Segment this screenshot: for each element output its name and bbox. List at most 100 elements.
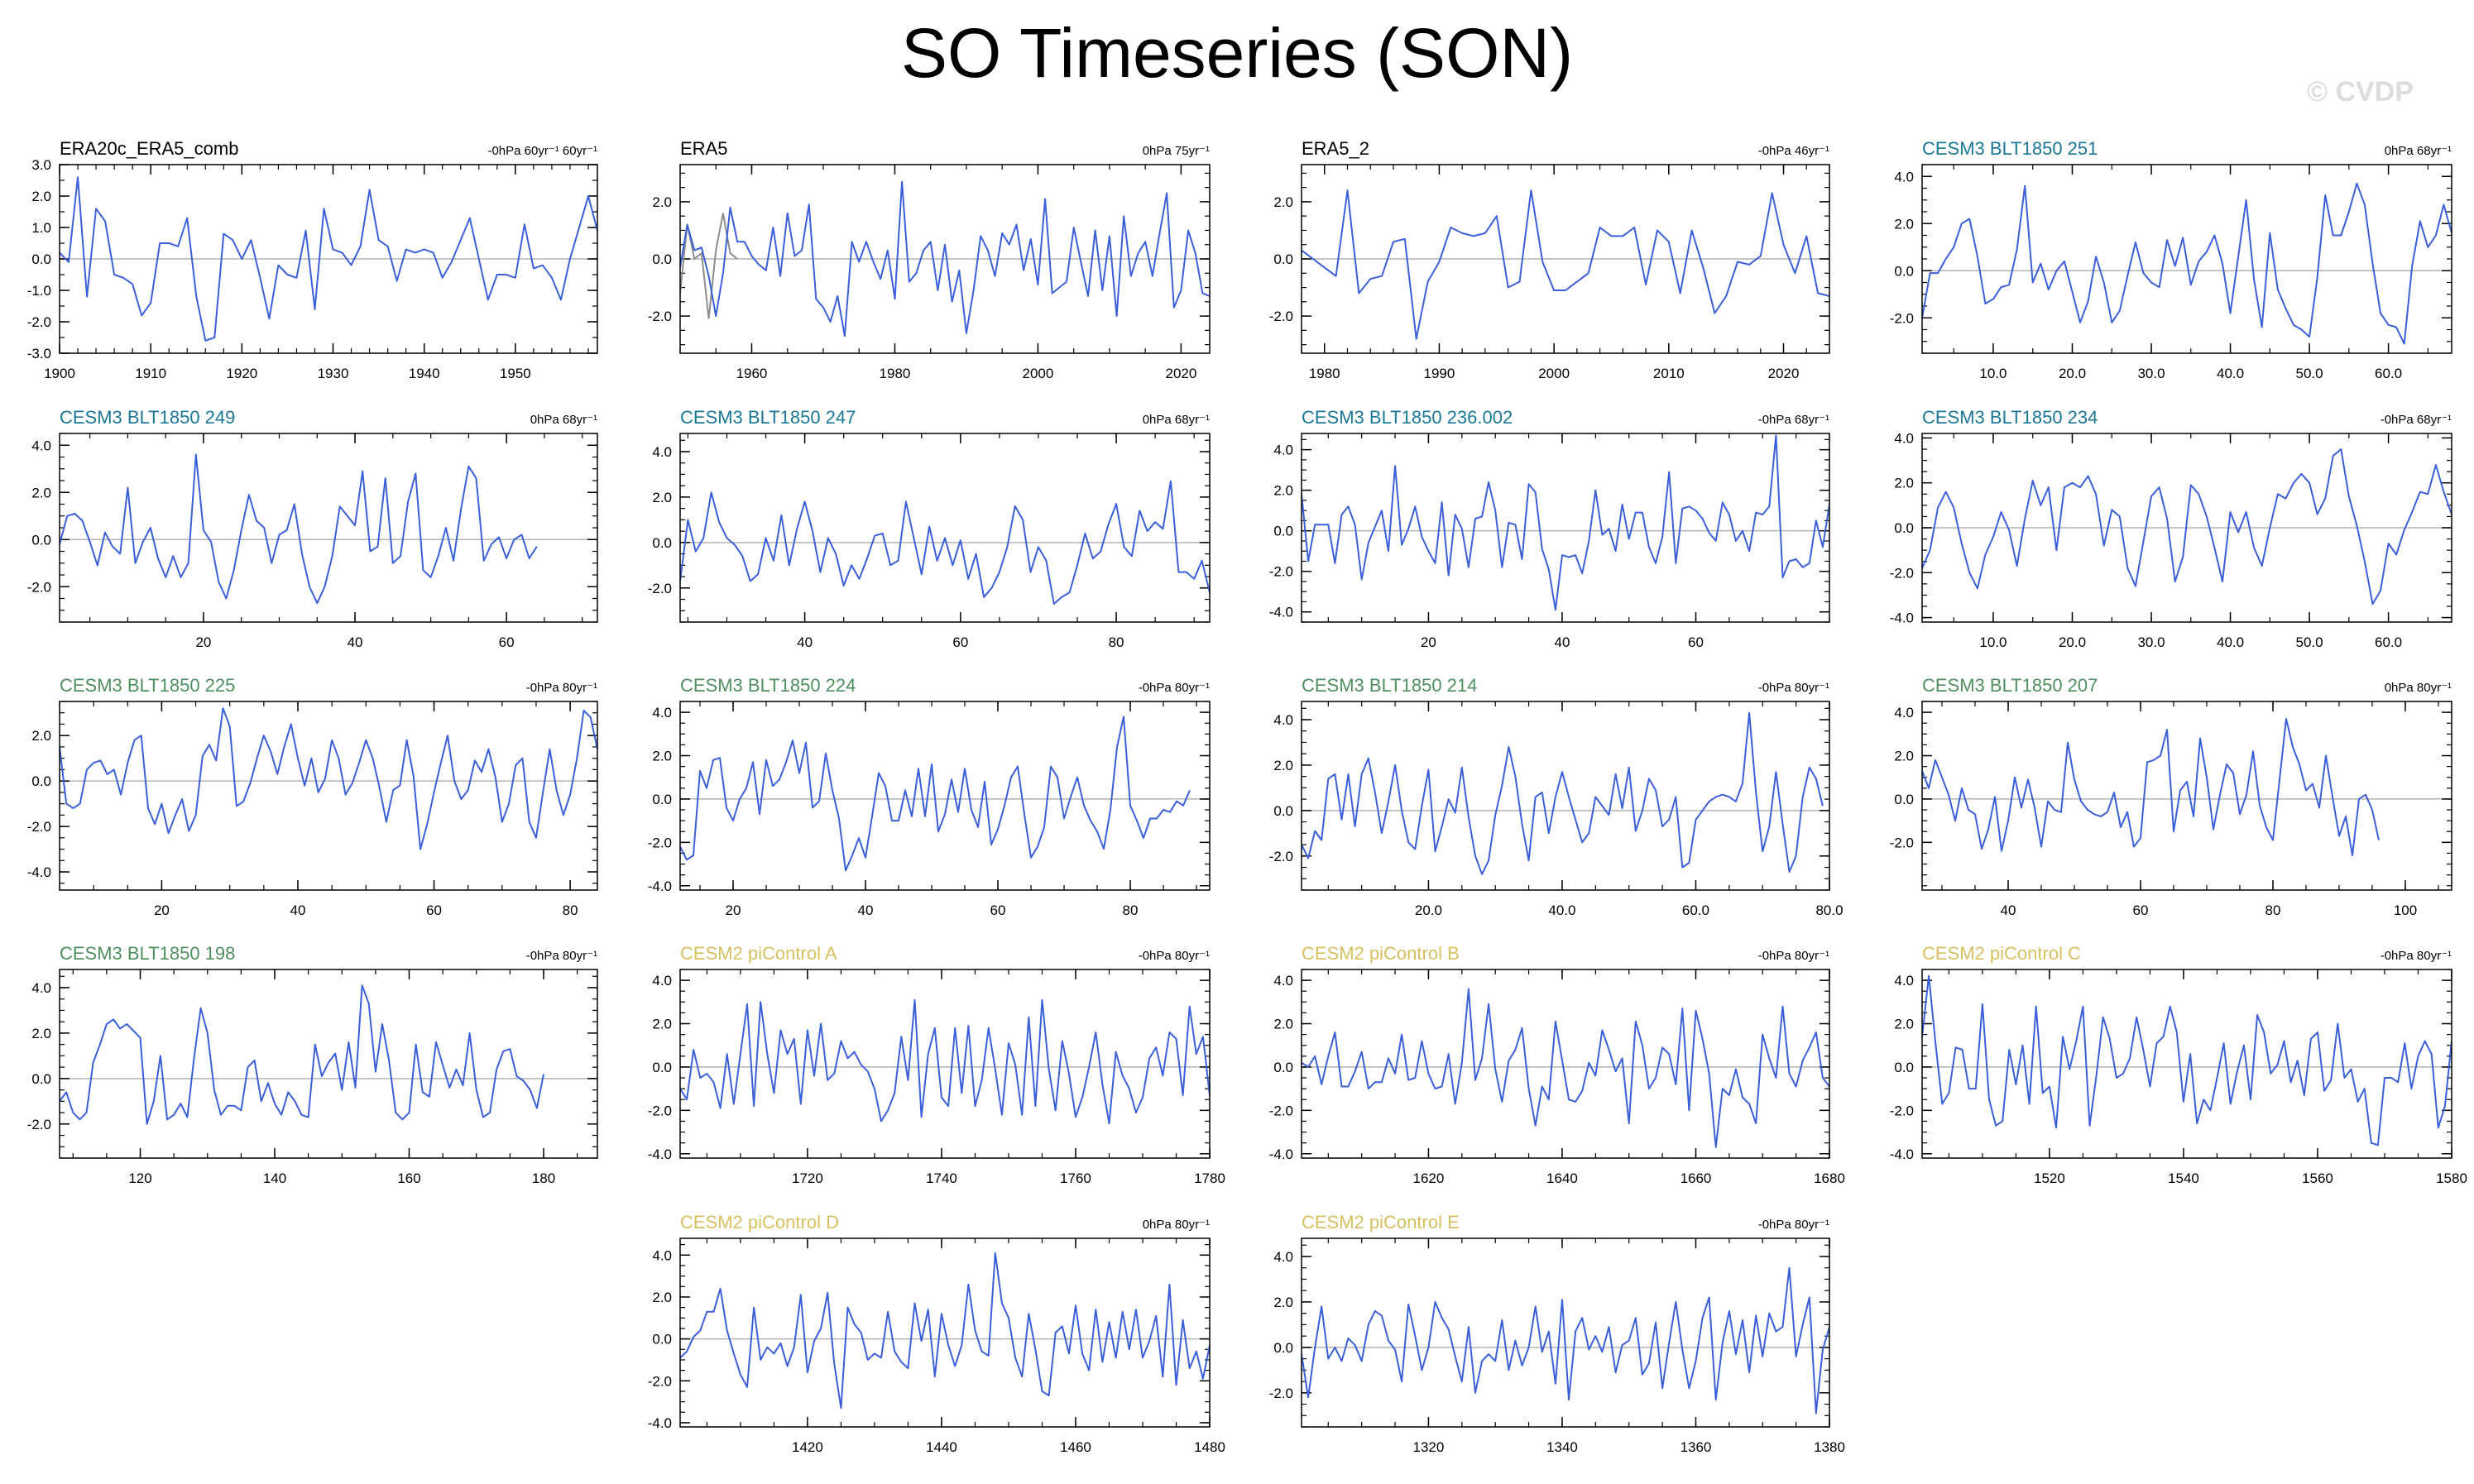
x-tick-label: 1660 [1680,1170,1712,1186]
plot-frame [59,969,598,1159]
plot-frame [679,1237,1211,1428]
panel-title: CESM2 piControl B [1302,943,1460,964]
x-tick-label: 2000 [1538,366,1570,381]
y-tick-label: 2.0 [1273,483,1293,499]
panel-title: ERA5 [680,138,727,159]
x-tick-label: 1640 [1546,1170,1578,1186]
x-tick-label: 160 [397,1170,420,1186]
y-tick-label: 4.0 [652,444,672,460]
y-tick-label: -2.0 [1269,309,1293,324]
plot-frame [1301,969,1830,1159]
y-tick-label: 4.0 [1894,973,1914,989]
cvdp-watermark: © CVDP [2307,76,2414,108]
y-tick-label: -2.0 [27,819,51,835]
x-tick-label: 2020 [1165,366,1196,381]
y-tick-label: 0.0 [652,251,672,267]
plot-frame [1301,164,1830,354]
panel-annotation: -0hPa 80yr⁻¹ [1758,949,1829,963]
x-tick-label: 180 [532,1170,555,1186]
series-line [680,180,1210,337]
x-tick-label: 20 [1421,634,1436,650]
y-tick-label: 2.0 [1894,749,1914,764]
timeseries-panel: CESM3 BLT1850 224 -0hPa 80yr⁻¹ -4.0 -2.0 0.0… [648,675,1211,918]
x-tick-label: 40 [2001,902,2016,918]
y-tick-label: -2.0 [648,1103,672,1118]
y-tick-label: -4.0 [648,878,672,894]
x-tick-label: 1360 [1680,1439,1712,1455]
timeseries-panel: CESM2 piControl A -0hPa 80yr⁻¹ -4.0 -2.0 0.0… [648,943,1225,1186]
y-tick-label: 2.0 [31,485,51,500]
panel-title: CESM3 BLT1850 207 [1922,675,2098,696]
series-line [60,984,544,1125]
y-tick-label: -2.0 [27,1117,51,1132]
series-line [1922,448,2452,606]
timeseries-panel: CESM3 BLT1850 214 -0hPa 80yr⁻¹ -2.0 0.0 2.0 4… [1269,675,1844,918]
x-tick-label: 1680 [1814,1170,1845,1186]
panel-title: CESM2 piControl E [1302,1212,1460,1233]
x-tick-label: 30.0 [2137,366,2165,381]
x-tick-label: 20 [726,902,741,918]
y-tick-label: 2.0 [1273,1295,1293,1310]
timeseries-panel: ERA20c_ERA5_comb -0hPa 60yr⁻¹ 60yr⁻¹ -3.0 -… [27,138,598,381]
panel-title: CESM2 piControl C [1922,943,2081,964]
x-tick-label: 1980 [880,366,911,381]
panel-title: CESM2 piControl D [680,1212,839,1233]
series-line [1922,974,2452,1147]
y-tick-label: 2.0 [31,189,51,204]
x-tick-label: 20 [195,634,211,650]
y-tick-label: 0.0 [652,535,672,551]
y-tick-label: 0.0 [1894,792,1914,807]
series-line [1302,1266,1829,1415]
plot-frame [59,701,598,891]
panel-annotation: 0hPa 68yr⁻¹ [1143,413,1210,427]
plot-frame [1921,433,2452,623]
plot-frame [679,969,1211,1159]
x-tick-label: 60 [2133,902,2149,918]
panel-title: CESM3 BLT1850 214 [1302,675,1477,696]
panel-title: ERA20c_ERA5_comb [60,138,238,159]
y-tick-label: 2.0 [31,728,51,744]
y-tick-label: -2.0 [648,309,672,324]
panel-annotation: -0hPa 60yr⁻¹ 60yr⁻¹ [487,144,597,158]
x-tick-label: 60 [952,634,968,650]
y-tick-label: -4.0 [1890,1147,1914,1162]
x-tick-label: 60 [499,634,515,650]
x-tick-label: 1440 [926,1439,957,1455]
plot-frame [1301,433,1830,623]
panel-title: CESM3 BLT1850 234 [1922,407,2098,428]
x-tick-label: 1780 [1194,1170,1225,1186]
plot-frame [679,164,1211,354]
panel-annotation: -0hPa 80yr⁻¹ [1758,1218,1829,1232]
x-tick-label: 140 [263,1170,286,1186]
x-tick-label: 1340 [1546,1439,1578,1455]
panel-annotation: 0hPa 80yr⁻¹ [1143,1218,1210,1232]
y-tick-label: 2.0 [652,490,672,505]
series-line [60,453,538,605]
y-tick-label: 4.0 [1273,443,1293,458]
y-tick-label: -2.0 [648,835,672,850]
timeseries-panel: ERA5_2 -0hPa 46yr⁻¹ -2.0 0.0 2.0 1980 1990 2000… [1269,138,1830,381]
y-tick-label: -2.0 [1269,564,1293,580]
y-tick-label: 0.0 [1273,251,1293,267]
plot-frame [1301,1237,1830,1428]
x-tick-label: 1960 [736,366,768,381]
panel-annotation: -0hPa 80yr⁻¹ [1139,949,1210,963]
x-tick-label: 1900 [44,366,75,381]
y-tick-label: 4.0 [31,438,51,453]
y-tick-label: 2.0 [652,1017,672,1032]
panel-title: CESM2 piControl A [680,943,837,964]
timeseries-panel: CESM3 BLT1850 251 0hPa 68yr⁻¹ -2.0 0.0 2.0 4.… [1890,138,2452,381]
y-tick-label: -2.0 [1890,565,1914,581]
series-line [680,480,1210,605]
x-tick-label: 1380 [1814,1439,1845,1455]
x-tick-label: 40 [858,902,874,918]
plot-frame [679,433,1211,623]
x-tick-label: 60 [990,902,1006,918]
series-line [1302,988,1829,1148]
y-tick-label: 3.0 [31,157,51,173]
panel-annotation: 0hPa 68yr⁻¹ [530,413,597,427]
y-tick-label: -2.0 [648,581,672,596]
y-tick-label: 2.0 [652,194,672,210]
y-tick-label: 0.0 [652,1060,672,1075]
